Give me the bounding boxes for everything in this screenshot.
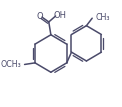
Text: OCH₃: OCH₃ [0, 60, 21, 69]
Text: CH₃: CH₃ [95, 13, 110, 22]
Text: OH: OH [53, 11, 66, 20]
Text: O: O [36, 12, 43, 21]
